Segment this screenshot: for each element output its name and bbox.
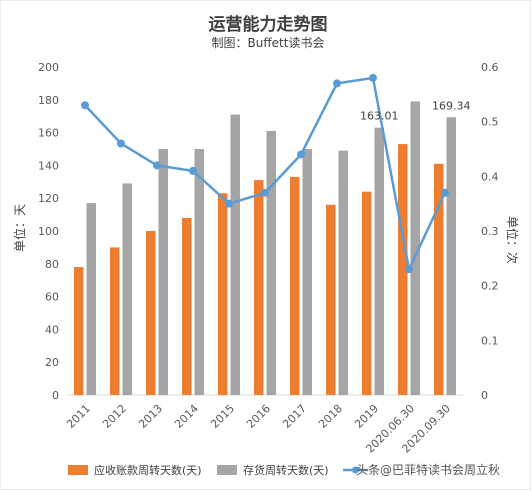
right-axis-tick-label: 0.2 bbox=[481, 280, 499, 293]
data-labels: 163.01 169.34 bbox=[360, 99, 471, 122]
left-axis-tick-label: 80 bbox=[45, 258, 59, 271]
right-axis-tick-label: 0.5 bbox=[481, 116, 499, 129]
bar-receivables-days bbox=[326, 204, 336, 395]
left-axis-label: 单位：天 bbox=[12, 204, 27, 252]
watermark-text: 头条@巴菲特读书会周立秋 bbox=[356, 462, 500, 477]
bar-receivables-days bbox=[74, 267, 84, 395]
bar-inventory-days bbox=[338, 150, 348, 395]
legend-marker-turnover-line bbox=[352, 466, 359, 474]
left-axis-tick-label: 140 bbox=[38, 159, 59, 172]
bar-receivables-days bbox=[146, 231, 156, 395]
turnover-line-point bbox=[297, 150, 305, 159]
bar-inventory-days bbox=[158, 149, 168, 395]
chart-subtitle: 制图：Buffett读书会 bbox=[212, 36, 325, 50]
turnover-line-point bbox=[333, 79, 341, 88]
left-axis-tick-label: 100 bbox=[38, 225, 59, 238]
data-label: 169.34 bbox=[432, 99, 471, 112]
left-axis-tick-label: 0 bbox=[52, 389, 59, 402]
bar-inventory-days bbox=[86, 203, 96, 395]
legend-label-receivables-days: 应收账款周转天数(天) bbox=[94, 463, 202, 477]
bar-inventory-days bbox=[302, 149, 312, 395]
turnover-line-point bbox=[189, 166, 197, 175]
right-axis-tick-label: 0.4 bbox=[481, 170, 499, 183]
left-axis-tick-label: 60 bbox=[45, 291, 59, 304]
chart-title: 运营能力走势图 bbox=[209, 14, 328, 35]
turnover-line-point bbox=[405, 265, 413, 274]
left-axis-tick-label: 40 bbox=[45, 323, 59, 336]
bar-inventory-days bbox=[122, 183, 132, 395]
bar-inventory-days bbox=[410, 101, 420, 395]
data-label: 163.01 bbox=[360, 110, 399, 123]
bar-inventory-days bbox=[194, 149, 204, 395]
left-axis-tick-label: 20 bbox=[45, 356, 59, 369]
line-series bbox=[81, 73, 449, 274]
legend-label-inventory-days: 存货周转天数(天) bbox=[243, 463, 329, 477]
right-axis-tick-label: 0 bbox=[481, 389, 488, 402]
turnover-line-point bbox=[153, 161, 161, 170]
legend: 应收账款周转天数(天) 存货周转天数(天) 头条@巴菲特读书会周立秋 bbox=[68, 462, 500, 477]
turnover-line-point bbox=[441, 188, 449, 197]
left-axis-tick-label: 120 bbox=[38, 192, 59, 205]
bar-receivables-days bbox=[398, 144, 408, 395]
bar-receivables-days bbox=[182, 217, 192, 395]
bars bbox=[74, 101, 456, 395]
right-axis-tick-label: 0.6 bbox=[481, 61, 499, 74]
bar-receivables-days bbox=[290, 176, 300, 395]
bar-inventory-days bbox=[446, 117, 456, 395]
right-axis-tick-label: 0.1 bbox=[481, 334, 499, 347]
bar-receivables-days bbox=[362, 191, 372, 395]
bar-receivables-days bbox=[434, 163, 444, 395]
right-axis-tick-label: 0.3 bbox=[481, 225, 499, 238]
bar-inventory-days bbox=[230, 114, 240, 395]
left-axis-tick-label: 160 bbox=[38, 127, 59, 140]
bar-receivables-days bbox=[218, 193, 228, 395]
bar-inventory-days bbox=[374, 127, 384, 395]
right-axis-label: 单位：次 bbox=[505, 216, 520, 264]
bar-inventory-days bbox=[266, 130, 276, 395]
turnover-line-point bbox=[369, 73, 377, 82]
legend-swatch-inventory-days bbox=[217, 465, 237, 475]
left-axis-tick-label: 200 bbox=[38, 61, 59, 74]
bar-receivables-days bbox=[110, 247, 120, 395]
bar-receivables-days bbox=[254, 180, 264, 395]
legend-swatch-receivables-days bbox=[68, 465, 88, 475]
turnover-line-point bbox=[261, 188, 269, 197]
turnover-line-point bbox=[117, 139, 125, 148]
left-axis-tick-label: 180 bbox=[38, 94, 59, 107]
turnover-line-point bbox=[81, 101, 89, 110]
turnover-line-point bbox=[225, 199, 233, 208]
